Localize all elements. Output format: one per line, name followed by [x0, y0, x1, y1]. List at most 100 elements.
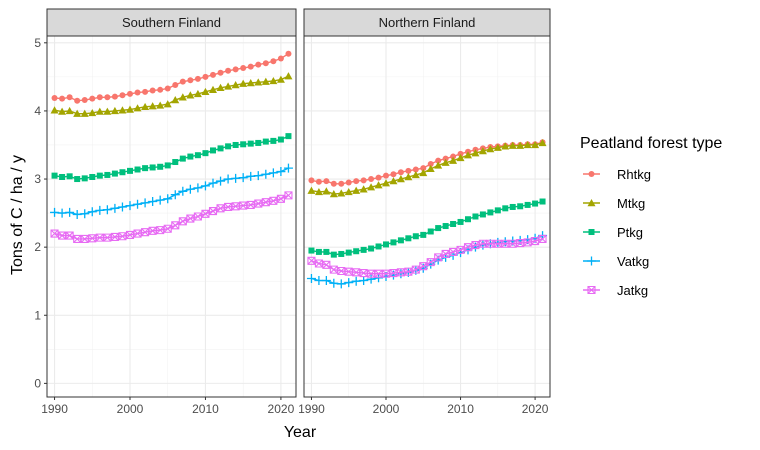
data-point [524, 201, 531, 208]
legend-key-marker [588, 171, 595, 177]
data-point [397, 169, 404, 176]
data-point [127, 90, 133, 97]
data-point [261, 77, 270, 85]
data-point [276, 75, 285, 83]
x-axis: 1990 2000 2010 2020 1990 2000 2010 2020 [41, 397, 549, 416]
data-point [539, 198, 546, 205]
data-point [80, 209, 90, 219]
data-point [216, 204, 225, 213]
data-point [216, 83, 225, 91]
data-point [170, 190, 180, 200]
facet-strip [46, 8, 297, 37]
data-point [449, 247, 458, 256]
data-point [103, 107, 112, 115]
data-point [231, 81, 240, 89]
x-tick-label: 2010 [192, 402, 219, 416]
data-point [450, 220, 457, 227]
data-point [381, 269, 391, 278]
series-jatkg [50, 191, 293, 244]
data-point [239, 79, 248, 87]
data-point [450, 153, 457, 160]
data-point [523, 140, 532, 149]
y-tick-label: 0 [34, 376, 41, 390]
data-point [494, 207, 501, 214]
data-point [73, 109, 82, 117]
data-point [157, 163, 164, 170]
data-point [531, 140, 540, 149]
y-axis: 0 1 2 3 4 5 [34, 36, 47, 390]
facet-strip-label: Southern Finland [122, 15, 221, 30]
facet-strip [303, 8, 551, 37]
data-point [89, 95, 96, 102]
data-point [353, 178, 360, 185]
data-point [268, 168, 278, 178]
x-tick-label: 2000 [373, 402, 400, 416]
data-point [516, 239, 525, 248]
data-point [96, 94, 103, 101]
data-point [261, 169, 271, 179]
y-tick-label: 3 [34, 172, 41, 186]
legend-label: Vatkg [617, 254, 649, 269]
data-point [538, 138, 547, 147]
x-axis-title: Year [284, 424, 317, 441]
data-point [59, 173, 66, 180]
legend-item-jatkg: Jatkg [583, 283, 648, 298]
data-point [426, 164, 435, 173]
data-point [142, 165, 149, 172]
data-point [148, 226, 157, 235]
data-point [186, 91, 195, 99]
data-point [133, 199, 143, 209]
data-point [58, 107, 67, 115]
data-point [125, 230, 135, 239]
data-point [486, 145, 495, 153]
data-point [411, 170, 420, 179]
data-point [367, 183, 376, 191]
data-point [383, 172, 389, 179]
data-point [532, 200, 539, 207]
data-point [366, 274, 376, 284]
data-point [360, 177, 367, 184]
data-point [246, 171, 256, 181]
legend-key-marker [588, 229, 595, 235]
data-point [382, 179, 390, 187]
data-point [247, 63, 254, 70]
panels-layer: Southern Finland Northern Finland [46, 8, 551, 398]
legend-key-marker [587, 256, 596, 266]
data-point [95, 107, 104, 115]
data-point [338, 180, 345, 187]
legend: Peatland forest type Rhtkg Mtkg Ptkg Vatkg J… [580, 135, 722, 298]
data-point [463, 243, 473, 252]
data-point [337, 189, 346, 197]
data-point [359, 276, 369, 286]
data-point [322, 187, 331, 195]
legend-item-ptkg: Ptkg [583, 225, 643, 240]
data-point [345, 179, 352, 186]
data-point [516, 141, 525, 149]
data-point [261, 198, 270, 207]
data-point [239, 201, 248, 210]
data-point [359, 185, 368, 193]
data-point [140, 198, 150, 208]
data-point [479, 211, 486, 218]
y-tick-label: 2 [34, 240, 41, 254]
data-point [238, 173, 248, 183]
data-point [269, 196, 278, 205]
data-point [427, 228, 434, 235]
data-point [404, 267, 413, 276]
data-point [426, 258, 435, 267]
data-point [419, 262, 428, 271]
legend-label: Ptkg [617, 225, 643, 240]
data-point [374, 181, 383, 189]
x-tick-label: 1990 [298, 402, 325, 416]
data-point [262, 60, 269, 67]
data-point [95, 205, 105, 215]
data-point [344, 187, 353, 196]
data-point [88, 234, 97, 243]
data-point [208, 207, 218, 216]
data-point [368, 176, 375, 183]
data-point [65, 207, 75, 217]
data-point [50, 106, 59, 114]
data-point [210, 147, 216, 154]
data-point [157, 86, 164, 93]
data-point [255, 139, 262, 146]
